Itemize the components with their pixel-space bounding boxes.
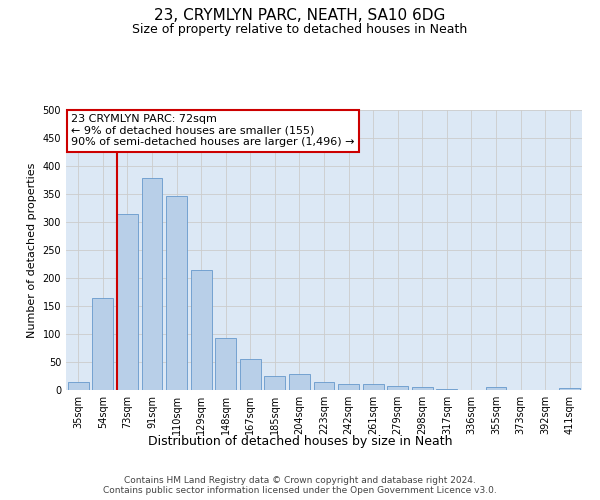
Bar <box>485 387 506 390</box>
Bar <box>412 387 433 390</box>
Y-axis label: Number of detached properties: Number of detached properties <box>27 162 37 338</box>
Bar <box>240 359 261 390</box>
Bar <box>362 384 383 390</box>
Text: Contains HM Land Registry data © Crown copyright and database right 2024.
Contai: Contains HM Land Registry data © Crown c… <box>103 476 497 495</box>
Bar <box>92 298 113 390</box>
Bar <box>314 382 334 390</box>
Bar <box>338 384 359 390</box>
Bar <box>387 386 408 390</box>
Text: 23 CRYMLYN PARC: 72sqm
← 9% of detached houses are smaller (155)
90% of semi-det: 23 CRYMLYN PARC: 72sqm ← 9% of detached … <box>71 114 355 148</box>
Bar <box>559 388 580 390</box>
Bar <box>142 178 163 390</box>
Bar <box>289 374 310 390</box>
Bar <box>215 338 236 390</box>
Text: Distribution of detached houses by size in Neath: Distribution of detached houses by size … <box>148 435 452 448</box>
Bar <box>117 214 138 390</box>
Bar <box>166 196 187 390</box>
Text: Size of property relative to detached houses in Neath: Size of property relative to detached ho… <box>133 22 467 36</box>
Bar <box>191 270 212 390</box>
Bar <box>265 376 286 390</box>
Bar <box>68 382 89 390</box>
Text: 23, CRYMLYN PARC, NEATH, SA10 6DG: 23, CRYMLYN PARC, NEATH, SA10 6DG <box>154 8 446 22</box>
